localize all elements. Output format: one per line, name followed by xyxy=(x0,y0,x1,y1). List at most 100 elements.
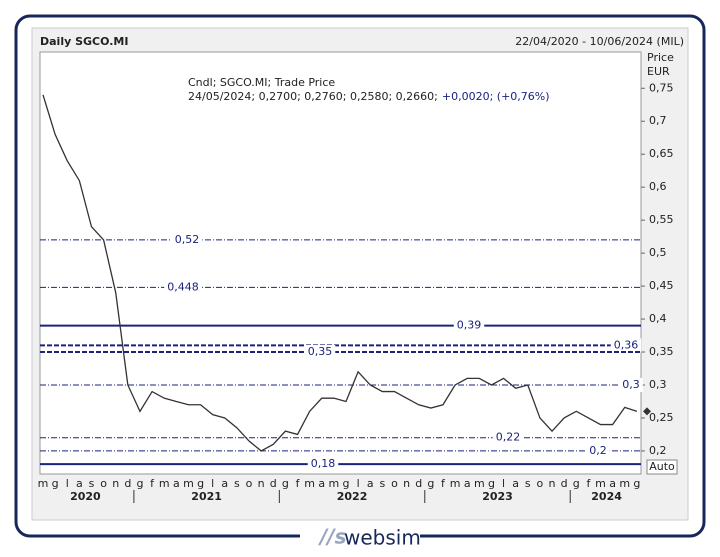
x-tick-label: m xyxy=(38,477,49,490)
x-tick-label: m xyxy=(619,477,630,490)
info-line: Cndl; SGCO.MI; Trade Price xyxy=(188,76,335,89)
level-label: 0,39 xyxy=(457,319,482,332)
level-label-bg xyxy=(307,457,339,472)
year-label: 2022 xyxy=(337,490,368,503)
x-tick-label: l xyxy=(502,477,505,490)
x-tick-label: g xyxy=(427,477,434,490)
x-tick-label: n xyxy=(403,477,410,490)
level-label-bg xyxy=(164,280,202,295)
x-tick-label: o xyxy=(537,477,544,490)
y-axis-unit: EUR xyxy=(647,65,670,78)
x-tick-label: m xyxy=(159,477,170,490)
level-label: 0,22 xyxy=(496,431,521,444)
x-tick-label: f xyxy=(586,477,591,490)
level-label: 0,36 xyxy=(614,338,639,351)
date-range: 22/04/2020 - 10/06/2024 (MIL) xyxy=(515,35,684,48)
level-label: 0,52 xyxy=(175,233,200,246)
x-tick-label: o xyxy=(391,477,398,490)
y-tick-label: 0,55 xyxy=(649,213,674,226)
chart-title: Daily SGCO.MI xyxy=(40,35,128,48)
auto-button-label[interactable]: Auto xyxy=(649,460,675,473)
level-label-bg xyxy=(171,232,203,247)
x-tick-label: m xyxy=(304,477,315,490)
x-tick-label: a xyxy=(173,477,180,490)
y-axis-label: Price xyxy=(647,51,674,64)
year-label: 2020 xyxy=(70,490,101,503)
plot-area xyxy=(39,51,642,475)
y-tick-label: 0,7 xyxy=(649,114,667,127)
x-tick-label: g xyxy=(488,477,495,490)
x-tick-label: a xyxy=(609,477,616,490)
level-label: 0,3 xyxy=(622,378,640,391)
info-change: +0,0020; (+0,76%) xyxy=(442,90,550,103)
x-tick-label: s xyxy=(89,477,95,490)
level-label-bg xyxy=(619,377,643,392)
x-tick-label: f xyxy=(296,477,301,490)
x-tick-label: m xyxy=(595,477,606,490)
x-tick-label: l xyxy=(211,477,214,490)
x-tick-label: g xyxy=(197,477,204,490)
last-price-marker xyxy=(643,407,651,416)
x-tick-label: m xyxy=(329,477,340,490)
level-label: 0,2 xyxy=(589,444,607,457)
level-label-bg xyxy=(610,338,642,353)
x-tick-label: f xyxy=(150,477,155,490)
x-tick-label: d xyxy=(124,477,131,490)
x-tick-label: d xyxy=(415,477,422,490)
x-tick-label: a xyxy=(512,477,519,490)
y-tick-label: 0,45 xyxy=(649,279,674,292)
level-label-bg xyxy=(586,443,610,458)
x-tick-label: g xyxy=(633,477,640,490)
logo: websim xyxy=(344,526,421,550)
x-tick-label: a xyxy=(76,477,83,490)
y-tick-label: 0,5 xyxy=(649,246,667,259)
x-tick-label: s xyxy=(379,477,385,490)
x-tick-label: m xyxy=(474,477,485,490)
x-tick-label: l xyxy=(357,477,360,490)
x-tick-label: g xyxy=(343,477,350,490)
x-tick-label: g xyxy=(136,477,143,490)
x-tick-label: a xyxy=(464,477,471,490)
x-tick-label: l xyxy=(66,477,69,490)
auto-button[interactable] xyxy=(646,459,678,475)
x-tick-label: g xyxy=(282,477,289,490)
x-tick-label: o xyxy=(246,477,253,490)
x-tick-label: m xyxy=(450,477,461,490)
x-tick-label: a xyxy=(221,477,228,490)
y-tick-label: 0,25 xyxy=(649,411,674,424)
level-label-bg xyxy=(304,345,336,360)
year-label: 2024 xyxy=(591,490,622,503)
y-tick-label: 0,3 xyxy=(649,378,667,391)
x-tick-label: n xyxy=(258,477,265,490)
level-label: 0,448 xyxy=(167,280,199,293)
year-label: 2021 xyxy=(191,490,222,503)
year-label: 2023 xyxy=(482,490,513,503)
x-tick-label: d xyxy=(561,477,568,490)
x-tick-label: a xyxy=(367,477,374,490)
x-tick-label: n xyxy=(112,477,119,490)
y-tick-label: 0,75 xyxy=(649,81,674,94)
level-label-bg xyxy=(453,318,485,333)
x-tick-label: s xyxy=(525,477,531,490)
x-tick-label: n xyxy=(549,477,556,490)
x-tick-label: d xyxy=(270,477,277,490)
level-label: 0,35 xyxy=(308,345,333,358)
y-tick-label: 0,65 xyxy=(649,147,674,160)
level-label-bg xyxy=(492,430,524,445)
logo-icon: //s xyxy=(318,525,347,549)
price-line xyxy=(42,94,638,452)
info-line: 24/05/2024; 0,2700; 0,2760; 0,2580; 0,26… xyxy=(188,90,438,103)
x-tick-label: a xyxy=(318,477,325,490)
logo-bg xyxy=(300,526,420,548)
y-tick-label: 0,6 xyxy=(649,180,667,193)
x-tick-label: g xyxy=(52,477,59,490)
y-tick-label: 0,4 xyxy=(649,312,667,325)
x-tick-label: g xyxy=(573,477,580,490)
x-tick-label: m xyxy=(183,477,194,490)
x-tick-label: s xyxy=(234,477,240,490)
y-tick-label: 0,2 xyxy=(649,444,667,457)
level-label: 0,18 xyxy=(311,457,336,470)
x-tick-label: o xyxy=(100,477,107,490)
x-tick-label: f xyxy=(441,477,446,490)
y-tick-label: 0,35 xyxy=(649,345,674,358)
